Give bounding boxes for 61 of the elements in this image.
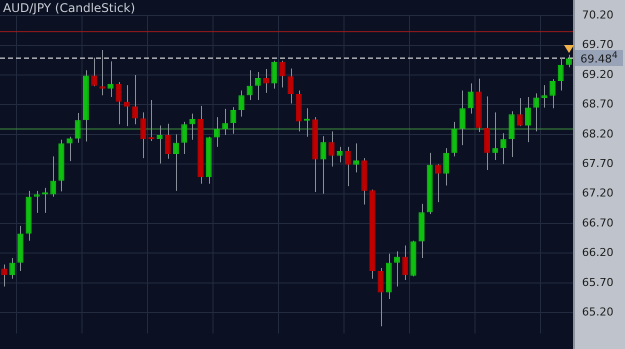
candlestick [434, 164, 441, 203]
candlestick [336, 146, 343, 163]
candlestick [492, 112, 498, 160]
candlestick [328, 130, 334, 167]
candlestick [353, 142, 360, 173]
candlestick [50, 156, 56, 198]
candlestick [189, 113, 196, 140]
candlestick [525, 96, 531, 143]
candlestick [550, 78, 556, 109]
y-tick-label: 67.70 [582, 156, 614, 170]
candlestick [1, 264, 8, 287]
candlestick [451, 121, 458, 157]
candlestick [508, 110, 515, 158]
candlestick [279, 60, 286, 88]
candlestick [132, 74, 138, 125]
candlestick [468, 82, 474, 114]
chart-title: AUD/JPY (CandleStick) [3, 1, 136, 15]
candlestick [173, 134, 179, 192]
candlestick [66, 136, 73, 162]
y-tick-label: 66.20 [582, 246, 614, 260]
candlestick [443, 148, 450, 186]
candlestick [238, 90, 244, 118]
candlestick [500, 132, 506, 165]
candlestick [402, 244, 408, 280]
candlestick [230, 106, 236, 134]
y-tick-label: 65.20 [582, 305, 614, 318]
candlestick [378, 268, 384, 327]
candlestick [91, 57, 98, 87]
y-tick-label: 65.70 [582, 276, 614, 289]
candlestick [484, 96, 490, 171]
candlestick [271, 60, 278, 90]
y-tick-label: 69.20 [582, 68, 614, 81]
candlestick [164, 123, 171, 160]
candlestick [116, 82, 122, 125]
candlestick [394, 250, 400, 287]
y-tick-label: 66.70 [582, 216, 614, 230]
y-tick-label: 68.20 [582, 127, 614, 140]
candlestick [288, 68, 294, 104]
candlestick [263, 68, 269, 94]
candlestick [124, 84, 130, 127]
candlestick [460, 90, 466, 146]
candlestick [74, 112, 81, 144]
candlestick [533, 92, 540, 132]
candlestick [222, 108, 228, 136]
candlestick [108, 60, 114, 98]
candlestick [254, 72, 261, 100]
candlestick [34, 190, 40, 214]
ref-line-label: 69.48$^{4}$ [575, 50, 623, 66]
candlestick [320, 136, 326, 194]
candlestick [9, 257, 16, 280]
candlestick [541, 84, 548, 108]
candlestick [246, 70, 253, 100]
y-tick-label: 70.20 [582, 8, 614, 22]
candlestick [344, 146, 351, 187]
candlestick [156, 124, 163, 164]
candlestick [214, 116, 220, 148]
candlestick [516, 98, 523, 127]
y-tick-label: 69.70 [582, 38, 614, 52]
candlestick [181, 121, 188, 155]
y-tick-label: 67.20 [582, 186, 614, 200]
y-tick-label: 68.70 [582, 98, 614, 111]
